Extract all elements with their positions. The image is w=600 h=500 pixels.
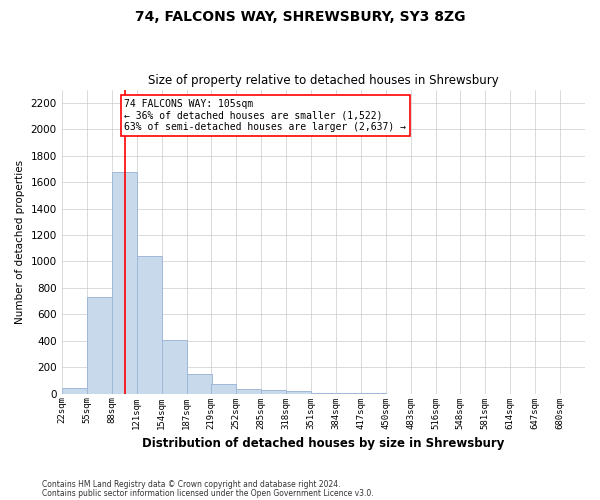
Bar: [62, 388, 86, 394]
Bar: [286, 391, 311, 394]
Text: 74 FALCONS WAY: 105sqm
← 36% of detached houses are smaller (1,522)
63% of semi-: 74 FALCONS WAY: 105sqm ← 36% of detached…: [124, 98, 406, 132]
Text: 74, FALCONS WAY, SHREWSBURY, SY3 8ZG: 74, FALCONS WAY, SHREWSBURY, SY3 8ZG: [135, 10, 465, 24]
Bar: [311, 393, 336, 394]
Bar: [236, 389, 261, 394]
Text: Contains public sector information licensed under the Open Government Licence v3: Contains public sector information licen…: [42, 488, 374, 498]
X-axis label: Distribution of detached houses by size in Shrewsbury: Distribution of detached houses by size …: [142, 437, 505, 450]
Bar: [187, 374, 212, 394]
Bar: [86, 297, 112, 394]
Text: Contains HM Land Registry data © Crown copyright and database right 2024.: Contains HM Land Registry data © Crown c…: [42, 480, 341, 489]
Title: Size of property relative to detached houses in Shrewsbury: Size of property relative to detached ho…: [148, 74, 499, 87]
Bar: [211, 384, 236, 394]
Bar: [161, 340, 187, 394]
Bar: [112, 172, 137, 394]
Y-axis label: Number of detached properties: Number of detached properties: [15, 160, 25, 324]
Bar: [137, 256, 161, 394]
Bar: [261, 390, 286, 394]
